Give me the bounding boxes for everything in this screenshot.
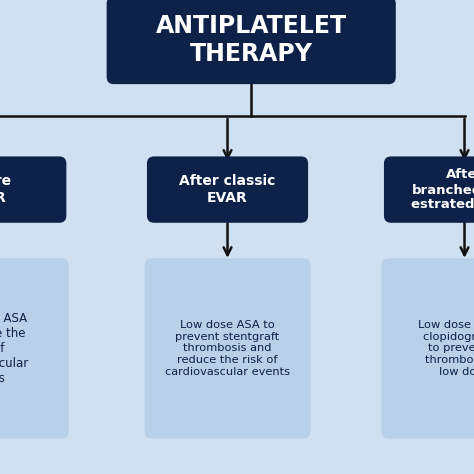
FancyBboxPatch shape bbox=[107, 0, 396, 84]
Text: Low dose ASA +
clopidogrel fo-
to prevent s-
thrombosis, f-
low dose: Low dose ASA + clopidogrel fo- to preven… bbox=[418, 320, 474, 376]
FancyBboxPatch shape bbox=[382, 258, 474, 438]
FancyBboxPatch shape bbox=[0, 258, 69, 438]
FancyBboxPatch shape bbox=[145, 258, 310, 438]
Text: Low dose ASA to
prevent stentgraft
thrombosis and
reduce the risk of
cardiovascu: Low dose ASA to prevent stentgraft throm… bbox=[165, 320, 290, 376]
FancyBboxPatch shape bbox=[0, 156, 66, 223]
Text: Low dose ASA
to reduce the
risk of
cardiovascular
events: Low dose ASA to reduce the risk of cardi… bbox=[0, 312, 29, 385]
FancyBboxPatch shape bbox=[384, 156, 474, 223]
FancyBboxPatch shape bbox=[147, 156, 308, 223]
Text: After classic
EVAR: After classic EVAR bbox=[179, 174, 276, 205]
Text: Before
EVAR: Before EVAR bbox=[0, 174, 12, 205]
Text: After
branched/fen-
estrated EVAR: After branched/fen- estrated EVAR bbox=[411, 168, 474, 211]
Text: ANTIPLATELET
THERAPY: ANTIPLATELET THERAPY bbox=[155, 14, 347, 66]
